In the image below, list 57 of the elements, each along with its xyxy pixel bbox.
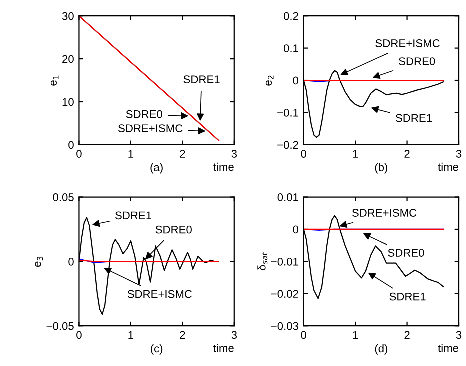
x-axis-title: time	[214, 162, 234, 172]
annotation: SDRE0	[388, 249, 424, 257]
y-axis-title: e$_{3}$	[35, 256, 44, 267]
y-tick-label: 10	[62, 98, 74, 106]
y-axis-title: e$_{1}$	[50, 76, 59, 86]
y-axis-title: e$_{2}$	[266, 76, 274, 86]
y-tick-label: −0.2	[278, 141, 298, 150]
x-axis-title: time	[214, 344, 234, 352]
annotation: SDRE+ISMC	[128, 290, 192, 298]
y-tick-label: −0.05	[46, 322, 74, 330]
x-axis-title: time	[438, 344, 459, 352]
y-tick-label: −0.01	[271, 258, 298, 266]
annotation: SDRE+ISMC	[118, 124, 183, 132]
text: (b)	[375, 163, 388, 174]
x-tick-label: 0	[76, 331, 82, 340]
y-tick-label: 0.01	[278, 194, 298, 202]
x-tick-label: 2	[404, 331, 410, 340]
text: (c)	[151, 344, 163, 355]
y-tick-label: 0	[293, 226, 299, 234]
annotation: SDRE1	[116, 212, 152, 220]
y-tick-label: 30	[62, 12, 74, 20]
text: (d)	[375, 344, 388, 355]
y-tick-label: 20	[62, 55, 74, 64]
annotation: SDRE0	[156, 226, 192, 234]
x-tick-label: 1	[353, 331, 358, 340]
x-tick-label: 0	[301, 331, 306, 340]
y-tick-label: −0.1	[278, 108, 298, 117]
x-tick-label: 3	[232, 331, 237, 340]
x-tick-label: 0	[76, 150, 82, 158]
y-tick-label: 0.1	[284, 44, 298, 52]
x-tick-label: 3	[232, 150, 237, 158]
y-tick-label: −0.03	[271, 322, 298, 330]
x-tick-label: 3	[456, 150, 462, 158]
text: (a)	[150, 163, 163, 174]
y-tick-label: 0	[68, 141, 74, 150]
x-tick-label: 1	[353, 150, 358, 158]
annotation: SDRE0	[399, 58, 436, 66]
x-tick-label: 1	[128, 150, 134, 158]
annotation: SDRE1	[184, 76, 220, 84]
annotation: SDRE1	[396, 114, 432, 122]
x-tick-label: 1	[128, 331, 134, 340]
annotation: SDRE1	[390, 292, 426, 301]
annotation: SDRE+ISMC	[352, 209, 417, 218]
x-tick-label: 2	[404, 150, 410, 158]
x-tick-label: 2	[180, 150, 186, 158]
y-axis-title: δ$_{sat}$	[258, 252, 268, 270]
annotation: SDRE+ISMC	[376, 40, 440, 48]
x-tick-label: 0	[301, 150, 306, 158]
y-tick-label: 0	[293, 76, 299, 85]
x-tick-label: 2	[180, 331, 186, 340]
x-axis-title: time	[438, 162, 459, 172]
y-tick-label: 0.2	[284, 12, 298, 20]
x-tick-label: 3	[456, 331, 462, 340]
y-tick-label: 0.05	[53, 194, 74, 202]
annotation: SDRE0	[126, 110, 162, 118]
y-tick-label: 0	[68, 258, 74, 266]
y-tick-label: −0.02	[271, 290, 298, 298]
